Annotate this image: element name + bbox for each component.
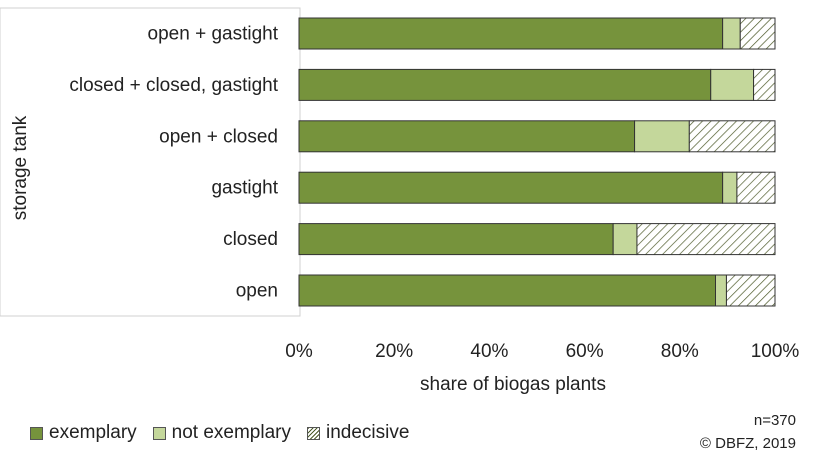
bar-open-indecisive	[725, 274, 776, 307]
bar-closed-closed-gastight-indecisive	[753, 68, 776, 101]
bar-closed-indecisive	[636, 223, 776, 256]
bar-closed-not-exemplary	[612, 223, 638, 256]
plot-area-frame	[0, 7, 301, 317]
legend-swatch-not-exemplary	[152, 426, 166, 440]
legend-item-not-exemplary: not exemplary	[152, 422, 291, 444]
bar-open-gastight-indecisive	[739, 17, 776, 50]
category-label-open-gastight: open + gastight	[148, 24, 279, 45]
bar-gastight-exemplary	[298, 171, 724, 204]
x-tick-labels: 0% 20% 40% 60% 80% 100%	[285, 341, 799, 362]
bar-open-exemplary	[298, 274, 716, 307]
bar-open-not-exemplary	[715, 274, 727, 307]
category-label-open: open	[236, 281, 278, 302]
bar-open-closed-exemplary	[298, 120, 636, 153]
bar-open-gastight-not-exemplary	[722, 17, 741, 50]
category-label-open-closed: open + closed	[159, 126, 278, 147]
x-tick-2: 40%	[470, 341, 508, 362]
category-label-gastight: gastight	[211, 178, 278, 199]
sample-size-note: n=370	[753, 412, 796, 429]
bars-layer	[298, 17, 776, 307]
bar-gastight-not-exemplary	[722, 171, 738, 204]
legend-label-not-exemplary: not exemplary	[171, 422, 291, 443]
x-tick-5: 100%	[751, 341, 800, 362]
legend-label-exemplary: exemplary	[49, 422, 137, 443]
bar-open-gastight-exemplary	[298, 17, 724, 50]
bar-closed-closed-gastight-exemplary	[298, 68, 712, 101]
bar-open-closed-not-exemplary	[634, 120, 690, 153]
legend: exemplary not exemplary indecisive	[30, 422, 425, 444]
category-label-closed: closed	[223, 229, 278, 250]
x-axis-title: share of biogas plants	[420, 374, 606, 395]
bar-open-closed-indecisive	[688, 120, 776, 153]
x-tick-0: 0%	[285, 341, 313, 362]
legend-item-exemplary: exemplary	[30, 422, 137, 444]
x-tick-1: 20%	[375, 341, 413, 362]
legend-swatch-exemplary	[30, 426, 43, 440]
bar-closed-closed-gastight-not-exemplary	[710, 68, 755, 101]
copyright-note: © DBFZ, 2019	[699, 435, 796, 452]
category-labels: open + gastight closed + closed, gastight…	[69, 24, 278, 302]
bar-closed-exemplary	[298, 223, 614, 256]
x-tick-4: 80%	[661, 341, 699, 362]
legend-swatch-indecisive	[307, 426, 320, 440]
bar-gastight-indecisive	[736, 171, 776, 204]
legend-label-indecisive: indecisive	[326, 422, 410, 443]
legend-item-indecisive: indecisive	[307, 422, 409, 444]
category-label-closed-closed-gastight: closed + closed, gastight	[69, 75, 278, 96]
x-tick-3: 60%	[566, 341, 604, 362]
y-axis-title: storage tank	[10, 115, 31, 220]
